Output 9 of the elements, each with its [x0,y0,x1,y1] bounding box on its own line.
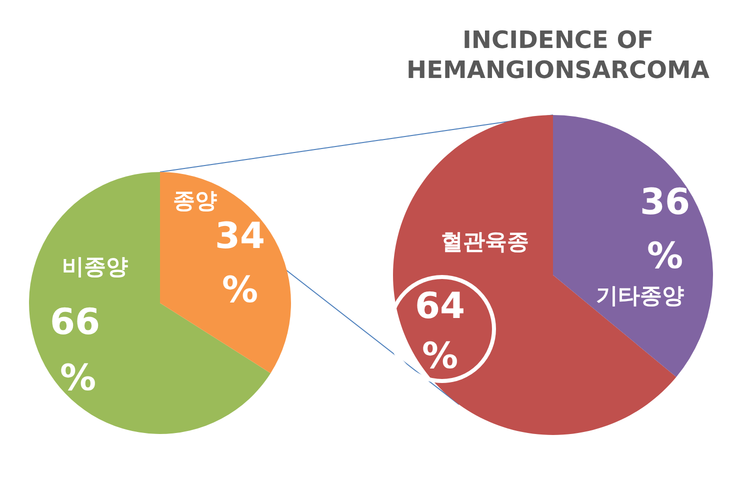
slice-label: 종양 [173,189,217,214]
data-label: 34% [214,216,266,311]
data-label: 36% [640,182,690,277]
data-label: 64% [414,286,466,377]
data-label: 66% [50,302,100,399]
slice-label: 기타종양 [596,284,684,310]
slice-label: 혈관육종 [441,230,529,256]
chart-title: INCIDENCE OF HEMANGIONSARCOMA [406,26,710,84]
slice-label: 비종양 [62,255,128,280]
